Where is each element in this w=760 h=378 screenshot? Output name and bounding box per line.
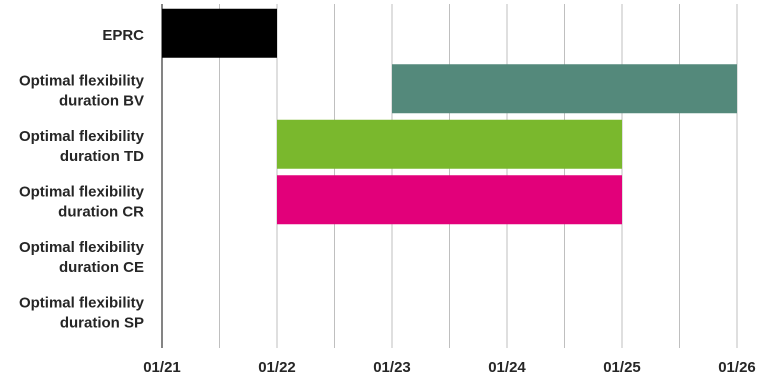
category-label: Optimal flexibility duration BV <box>19 72 145 109</box>
category-label: Optimal flexibility duration SP <box>19 294 145 331</box>
x-tick-label: 01/22 <box>258 359 296 376</box>
x-tick-label: 01/24 <box>488 359 526 376</box>
x-tick-label: 01/25 <box>603 359 641 376</box>
category-labels: EPRC Optimal flexibility duration BV Optima… <box>19 27 145 332</box>
category-label: Optimal flexibility duration CR <box>19 183 145 220</box>
x-axis-tick-labels: 01/21 01/22 01/23 01/24 01/25 01/26 <box>143 359 756 376</box>
bar-1 <box>162 8 277 58</box>
category-label: Optimal flexibility duration TD <box>19 128 145 165</box>
category-label: Optimal flexibility duration CE <box>19 239 145 276</box>
category-label: EPRC <box>102 27 144 44</box>
bar-2 <box>392 64 737 114</box>
x-tick-label: 01/21 <box>143 359 181 376</box>
x-tick-label: 01/23 <box>373 359 411 376</box>
bars <box>162 8 737 225</box>
bar-4 <box>277 175 622 225</box>
bar-3 <box>277 119 622 169</box>
x-tick-label: 01/26 <box>718 359 756 376</box>
